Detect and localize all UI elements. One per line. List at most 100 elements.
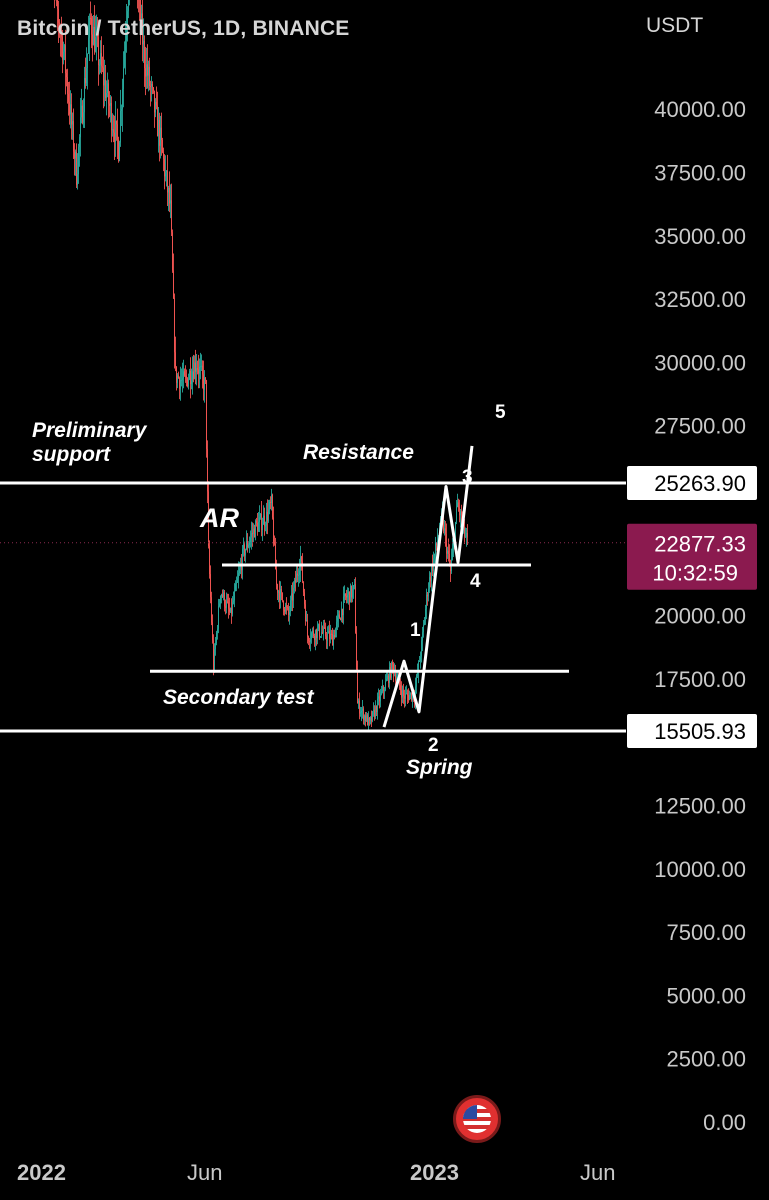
candle-body (309, 640, 310, 642)
x-tick-label: Jun (187, 1160, 222, 1185)
candle-body (407, 693, 408, 696)
candle-body (299, 570, 300, 576)
candle-body (350, 585, 351, 603)
candle-body (340, 618, 341, 621)
candle-body (196, 368, 197, 372)
candle-body (158, 119, 159, 137)
candle-body (67, 77, 68, 94)
candle-body (57, 0, 58, 9)
candle-body (356, 632, 357, 670)
current-price-value: 22877.33 (654, 532, 746, 557)
candle-body (351, 585, 352, 598)
candle-body (302, 561, 303, 583)
candle-body (217, 628, 218, 633)
candle-body (119, 142, 120, 162)
candle-body (104, 79, 105, 86)
candle-body (202, 365, 203, 375)
candle-body (416, 675, 417, 687)
candle-body (237, 578, 238, 583)
candle-body (337, 617, 338, 622)
candle-body (322, 632, 323, 634)
candle-body (303, 582, 304, 593)
candle-body (62, 36, 63, 60)
candle-body (227, 601, 228, 603)
candle-body (374, 709, 375, 717)
candle-body (70, 104, 71, 115)
candle-body (466, 533, 467, 537)
candle-body (204, 377, 205, 390)
candle-body (201, 365, 202, 367)
y-tick-label: 37500.00 (654, 161, 746, 186)
candle-body (274, 542, 275, 545)
price-tag-low[interactable] (627, 714, 757, 748)
candle-body (209, 545, 210, 575)
candle-body (111, 103, 112, 131)
candle-body (361, 710, 362, 713)
candle-body (76, 151, 77, 185)
candle-body (287, 607, 288, 609)
price-tag-resistance[interactable] (627, 466, 757, 500)
candle-body (180, 380, 181, 389)
candle-body (96, 35, 97, 37)
candle-body (281, 589, 282, 593)
candle-body (288, 607, 289, 615)
candle-body (403, 690, 404, 697)
candle-body (100, 53, 101, 65)
candle-body (393, 664, 394, 674)
candle-body (404, 696, 405, 699)
candle-body (435, 542, 436, 554)
candle-body (168, 187, 169, 193)
candle-body (245, 549, 246, 556)
candle-body (264, 515, 265, 526)
candle-body (159, 119, 160, 146)
price-axis[interactable]: 40000.00 37500.00 35000.00 32500.00 30000.00… (627, 97, 757, 1135)
candle-body (278, 591, 279, 593)
candle-body (194, 362, 195, 379)
candle-body (248, 545, 249, 548)
candle-body (333, 635, 334, 646)
candle-body (103, 67, 104, 86)
candle-body (335, 628, 336, 638)
candle-body (328, 630, 329, 634)
candle-body (90, 17, 91, 19)
y-tick-label: 0.00 (703, 1110, 746, 1135)
us-flag-icon[interactable] (453, 1095, 501, 1143)
candle-body (114, 132, 115, 143)
price-tag-label-low: 15505.93 (654, 719, 746, 744)
candle-body (331, 633, 332, 635)
candle-body (464, 521, 465, 537)
candle-body (354, 584, 355, 586)
candle-body (311, 633, 312, 640)
candle-body (230, 607, 231, 612)
candle-body (170, 200, 171, 204)
candle-body (225, 606, 226, 608)
candle-body (295, 579, 296, 583)
candle-body (226, 601, 227, 608)
candle-body (405, 693, 406, 699)
time-axis[interactable]: 2022 Jun 2023 Jun (17, 1160, 615, 1185)
candle-body (58, 8, 59, 23)
candle-body (396, 679, 397, 681)
candle-body (272, 494, 273, 518)
candle-body (200, 366, 201, 368)
candle-body (461, 511, 462, 523)
candle-body (166, 171, 167, 173)
candle-body (265, 525, 266, 527)
candle-body (117, 124, 118, 140)
candle-body (271, 494, 272, 503)
candle-body (167, 171, 168, 193)
candle-body (349, 591, 350, 603)
annotation-spring: Spring (406, 756, 473, 779)
candle-body (317, 628, 318, 638)
candle-body (364, 715, 365, 720)
candle-body (108, 83, 109, 104)
current-price-tag[interactable] (627, 523, 757, 590)
candle-body (417, 673, 418, 676)
candle-body (156, 101, 157, 106)
candle-body (113, 129, 114, 133)
y-tick-label: 27500.00 (654, 414, 746, 439)
candle-body (329, 630, 330, 640)
wave-projection-line[interactable] (382, 445, 474, 728)
